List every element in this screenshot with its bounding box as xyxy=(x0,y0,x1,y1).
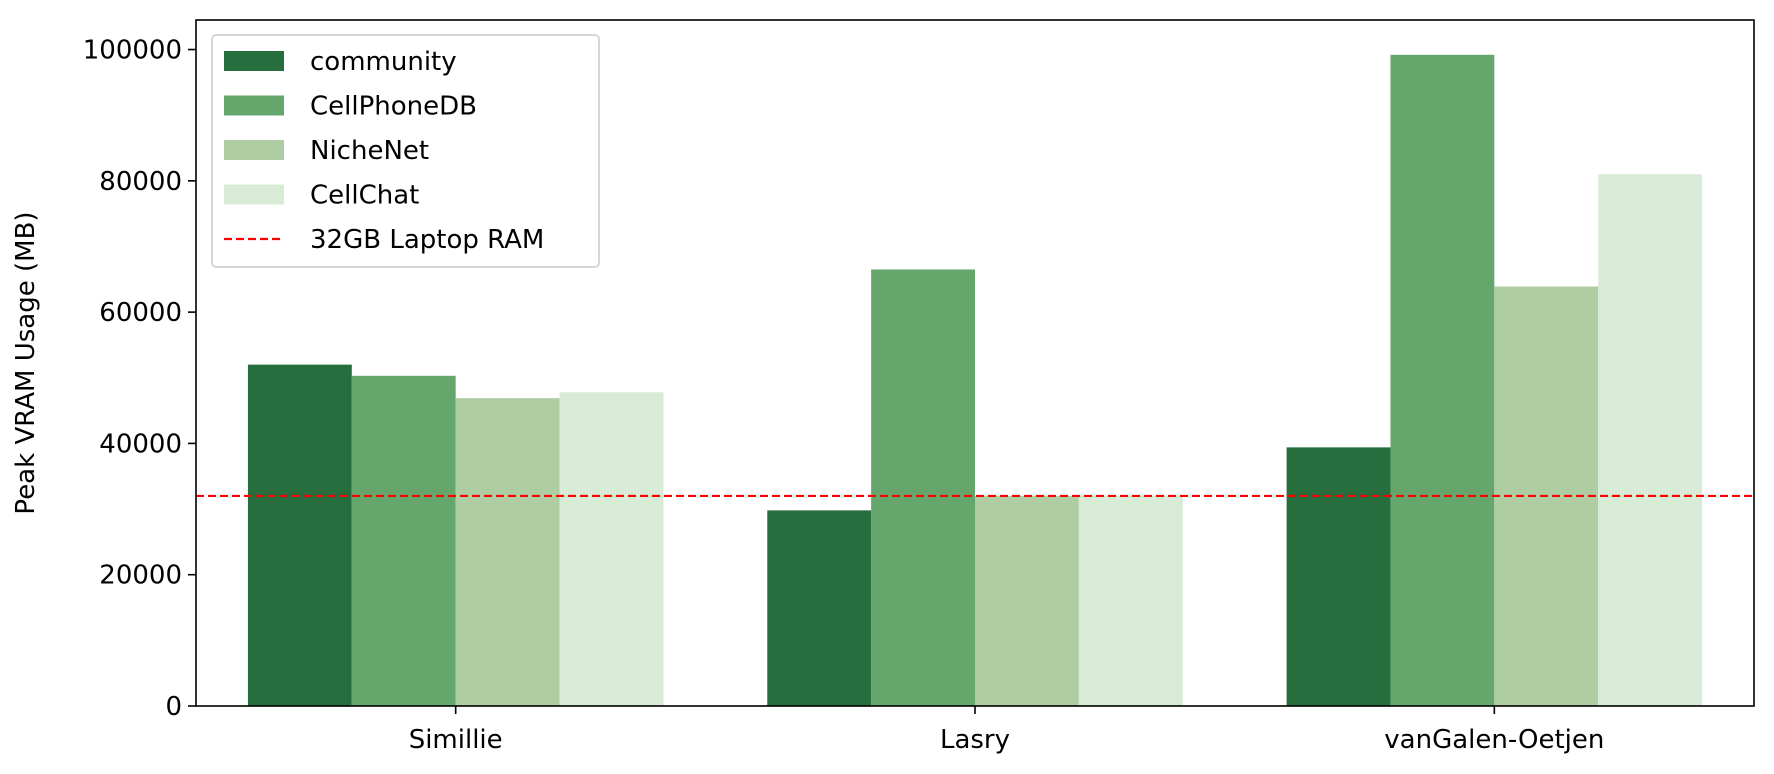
legend-swatch xyxy=(224,140,284,160)
bar-community-simillie xyxy=(247,364,352,706)
y-tick-label: 100000 xyxy=(83,36,182,66)
bar-cellphonedb-lasry xyxy=(871,269,975,706)
bar-community-vangalen-oetjen xyxy=(1286,447,1391,706)
y-tick-label: 20000 xyxy=(99,561,182,591)
y-tick-label: 60000 xyxy=(99,298,182,328)
bar-nichenet-lasry xyxy=(975,495,1079,706)
legend-label: CellChat xyxy=(310,181,419,211)
legend-label: 32GB Laptop RAM xyxy=(310,225,544,255)
legend-box xyxy=(211,34,600,268)
bar-community-lasry xyxy=(767,510,872,706)
legend-swatch xyxy=(224,95,284,116)
y-axis-label: Peak VRAM Usage (MB) xyxy=(11,211,41,514)
bar-nichenet-simillie xyxy=(455,398,560,706)
legend-label: CellPhoneDB xyxy=(310,92,477,122)
y-tick-label: 80000 xyxy=(99,167,182,197)
y-tick-label: 40000 xyxy=(99,429,182,459)
y-tick-label: 0 xyxy=(165,692,182,722)
bar-cellphonedb-simillie xyxy=(351,375,456,706)
bar-cellchat-vangalen-oetjen xyxy=(1598,174,1703,706)
x-tick-label: Simillie xyxy=(409,725,503,755)
bar-cellphonedb-vangalen-oetjen xyxy=(1390,54,1495,706)
x-tick-label: Lasry xyxy=(940,725,1010,755)
legend: community CellPhoneDB NicheNet CellChat 32GB… xyxy=(211,34,600,268)
x-tick-label: vanGalen-Oetjen xyxy=(1384,725,1604,755)
legend-label: NicheNet xyxy=(310,136,429,166)
bar-cellchat-simillie xyxy=(559,392,664,706)
legend-swatch xyxy=(224,51,284,71)
x-axis: Simillie Lasry vanGalen-Oetjen xyxy=(409,706,1604,755)
legend-swatch xyxy=(224,184,284,205)
y-axis: 0 20000 40000 60000 80000 100000 xyxy=(83,36,196,722)
legend-label: community xyxy=(310,47,457,77)
bar-cellchat-lasry xyxy=(1078,495,1183,706)
